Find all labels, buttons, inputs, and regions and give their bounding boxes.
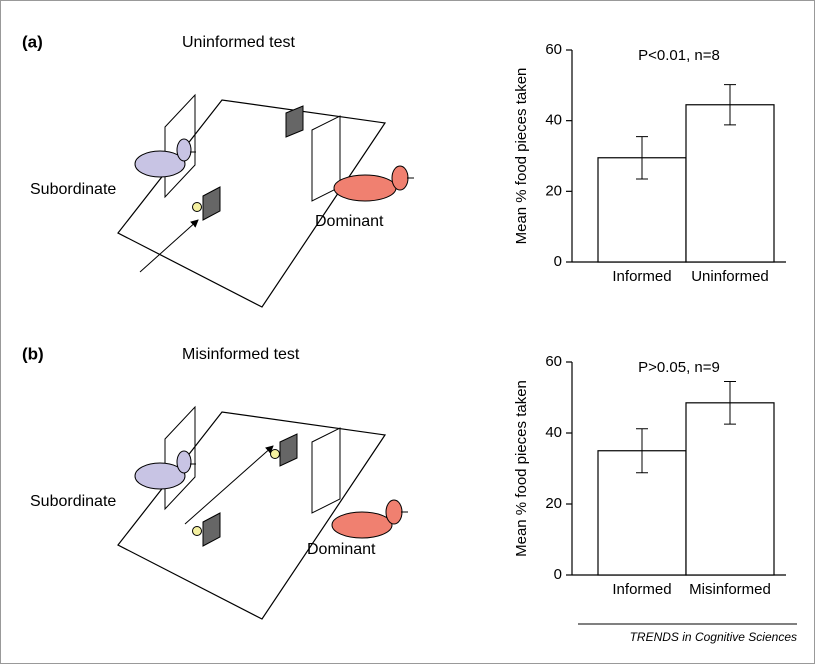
diagram-a: [117, 93, 414, 308]
bird-head: [385, 499, 403, 525]
chart-title: P>0.05, n=9: [638, 359, 720, 376]
subordinate-bird: [134, 150, 186, 178]
subordinate-label: Subordinate: [30, 181, 116, 198]
subordinate-bird: [134, 462, 186, 490]
y-tick-label: 0: [554, 253, 562, 270]
food-cover: [202, 512, 221, 547]
y-tick-label: 40: [545, 424, 562, 441]
y-axis-label: Mean % food pieces taken: [513, 68, 530, 245]
error-bar: [636, 428, 648, 474]
error-bar: [724, 84, 736, 126]
credit: TRENDS in Cognitive Sciences: [630, 630, 797, 644]
x-tick-label: Uninformed: [691, 268, 769, 285]
y-tick-label: 20: [545, 495, 562, 512]
food: [192, 202, 202, 212]
screen: [311, 427, 341, 514]
bird-head: [176, 450, 192, 474]
x-tick-label: Misinformed: [689, 581, 771, 598]
food-cover: [279, 433, 298, 467]
diagram-b: [117, 405, 408, 620]
bar: [685, 104, 775, 263]
dominant-bird: [333, 174, 397, 202]
y-tick-label: 40: [545, 112, 562, 129]
error-bar: [636, 136, 648, 180]
arrow: [139, 219, 199, 273]
y-tick-label: 20: [545, 182, 562, 199]
x-tick-label: Informed: [612, 581, 671, 598]
food: [270, 449, 280, 459]
panel-label: (b): [22, 344, 44, 363]
error-bar: [724, 381, 736, 425]
subordinate-label: Subordinate: [30, 493, 116, 510]
bar: [685, 402, 775, 576]
y-tick-label: 60: [545, 353, 562, 370]
food-cover: [285, 105, 304, 138]
dominant-label: Dominant: [315, 213, 384, 230]
x-tick-label: Informed: [612, 268, 671, 285]
dominant-bird: [331, 511, 393, 539]
y-tick-label: 60: [545, 41, 562, 58]
chart-title: P<0.01, n=8: [638, 47, 720, 64]
y-tick-label: 0: [554, 566, 562, 583]
food-cover: [202, 186, 221, 221]
bird-head: [391, 165, 409, 191]
test-title: Misinformed test: [182, 346, 300, 363]
arrow: [184, 445, 274, 525]
dominant-label: Dominant: [307, 541, 376, 558]
y-axis-label: Mean % food pieces taken: [513, 380, 530, 557]
panel-label: (a): [22, 32, 43, 51]
test-title: Uninformed test: [182, 34, 295, 51]
food: [192, 526, 202, 536]
bird-head: [176, 138, 192, 162]
